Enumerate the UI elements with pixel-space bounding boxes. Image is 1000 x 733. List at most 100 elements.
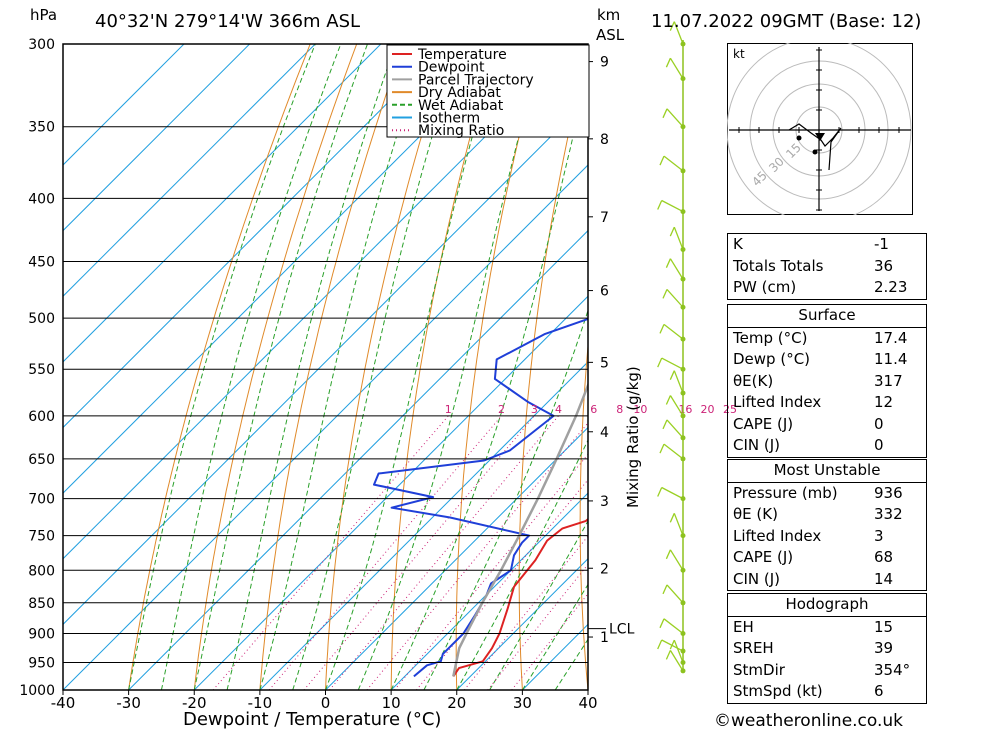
wind-barb xyxy=(663,618,684,634)
y-tick-label: 900 xyxy=(28,626,55,642)
legend-box xyxy=(386,44,590,138)
km-tick-label: 2 xyxy=(600,561,609,577)
wind-level-dot xyxy=(680,41,686,47)
wind-barb-flag xyxy=(665,549,671,560)
x-tick-label: 30 xyxy=(513,694,532,712)
surface-table: Surface Temp (°C) 17.4 Dewp (°C) 11.4 θE(K) 3… xyxy=(727,304,927,458)
hodograph-param-row: EH 15 xyxy=(728,615,926,639)
y-tick-label: 300 xyxy=(28,37,55,53)
most-unstable-label: θE (K) xyxy=(733,505,778,523)
km-tick-label: 3 xyxy=(600,494,609,510)
plot-frame xyxy=(62,43,589,691)
mixing-ratio-label: 2 xyxy=(498,403,505,416)
mixing-ratio-label: 6 xyxy=(590,403,597,416)
mixing-ratio-line xyxy=(329,415,559,690)
hodograph-param-label: StmDir xyxy=(733,660,785,679)
wind-barb-flag xyxy=(659,443,665,454)
surface-value: 17.4 xyxy=(874,328,908,347)
wet-adiabat-line xyxy=(226,44,397,690)
wind-barb-flag xyxy=(659,324,665,334)
wind-level-dot xyxy=(680,567,686,573)
wind-level-dot xyxy=(680,648,686,654)
wind-level-dot xyxy=(680,209,686,215)
isotherm-line xyxy=(128,229,588,690)
km-tick-label: 7 xyxy=(600,210,609,226)
y-tick-label: 450 xyxy=(28,255,55,271)
wet-adiabat-line xyxy=(128,44,316,690)
y-tick-label: 700 xyxy=(28,492,55,508)
wind-barb xyxy=(661,199,684,213)
isotherm-line xyxy=(193,295,588,690)
wind-barb xyxy=(666,419,684,439)
height-unit-km: km xyxy=(597,6,621,24)
isotherm-line xyxy=(456,558,588,690)
wind-barb xyxy=(666,108,684,128)
mixing-ratio-line xyxy=(366,422,588,690)
index-value: -1 xyxy=(874,235,889,253)
wind-level-dot xyxy=(680,76,686,82)
km-tick-label: 8 xyxy=(600,132,609,148)
most-unstable-label: CAPE (J) xyxy=(733,548,794,566)
hodograph-table: Hodograph EH 15 SREH 39 StmDir 354° StmSpd (kt… xyxy=(727,593,927,704)
x-tick-label: -30 xyxy=(116,694,141,712)
x-tick-label: 20 xyxy=(447,694,466,712)
y-tick-label: 350 xyxy=(28,120,55,136)
isotherm-line xyxy=(390,492,588,690)
wind-level-dot xyxy=(680,659,686,665)
surface-label: CIN (J) xyxy=(733,436,781,454)
y-tick-label: 650 xyxy=(28,452,55,468)
wind-barb-flag xyxy=(669,370,675,380)
surface-label: CAPE (J) xyxy=(733,414,794,433)
isotherm-line xyxy=(63,44,185,166)
mixing-ratio-line xyxy=(511,592,588,690)
y-tick-label: 400 xyxy=(28,191,55,207)
legend-label: Parcel Trajectory xyxy=(418,72,534,88)
isotherm-line xyxy=(63,44,382,363)
km-tick-label: 6 xyxy=(600,284,609,300)
x-tick-label: 10 xyxy=(382,694,401,712)
surface-title: Surface xyxy=(798,306,856,324)
surface-label: Dewp (°C) xyxy=(733,350,811,368)
credit-text: ©weatheronline.co.uk xyxy=(714,711,904,731)
wind-level-dot xyxy=(680,124,686,130)
wind-barb xyxy=(666,288,684,308)
index-row: Totals Totals 36 xyxy=(728,256,926,278)
legend-label: Wet Adiabat xyxy=(418,98,504,114)
most-unstable-row: CIN (J) 14 xyxy=(728,569,926,591)
hodograph-param-value: 39 xyxy=(874,639,894,657)
wind-level-dot xyxy=(680,496,686,502)
wind-barb-flag xyxy=(662,108,668,119)
mixing-ratio-axis-label: Mixing Ratio (g/kg) xyxy=(624,366,642,508)
wind-level-dot xyxy=(680,168,686,174)
storm-motion-marker xyxy=(815,133,825,141)
wind-barb-flag xyxy=(657,357,663,368)
wind-level-dot xyxy=(680,533,686,539)
wind-barb xyxy=(663,155,684,172)
mixing-ratio-label: 3 xyxy=(531,403,538,416)
isotherm-line xyxy=(63,44,447,429)
isotherm-line xyxy=(259,361,588,690)
most-unstable-title: Most Unstable xyxy=(773,461,881,479)
wind-barb xyxy=(669,650,684,672)
km-tick-label: 5 xyxy=(600,355,609,371)
mixing-ratio-label: 20 xyxy=(701,403,715,416)
wind-barb-flag xyxy=(657,200,663,210)
y-tick-label: 800 xyxy=(28,563,55,579)
y-tick-label: 600 xyxy=(28,409,55,425)
wind-barb-flag xyxy=(665,650,671,660)
wind-barb xyxy=(673,21,684,45)
mixing-ratio-label: 10 xyxy=(633,403,647,416)
index-value: 36 xyxy=(874,256,894,275)
wind-barb-flag xyxy=(662,584,668,595)
x-tick-label: -10 xyxy=(248,694,273,712)
y-tick-label: 1000 xyxy=(19,683,55,699)
mixing-ratio-line xyxy=(268,415,502,690)
wind-barb xyxy=(666,584,684,604)
wind-barb-flag xyxy=(657,487,663,497)
km-tick-label: 1 xyxy=(600,630,609,646)
wind-barb-flag xyxy=(665,258,671,268)
wind-barb-flag xyxy=(662,419,668,430)
most-unstable-value: 936 xyxy=(874,483,903,502)
